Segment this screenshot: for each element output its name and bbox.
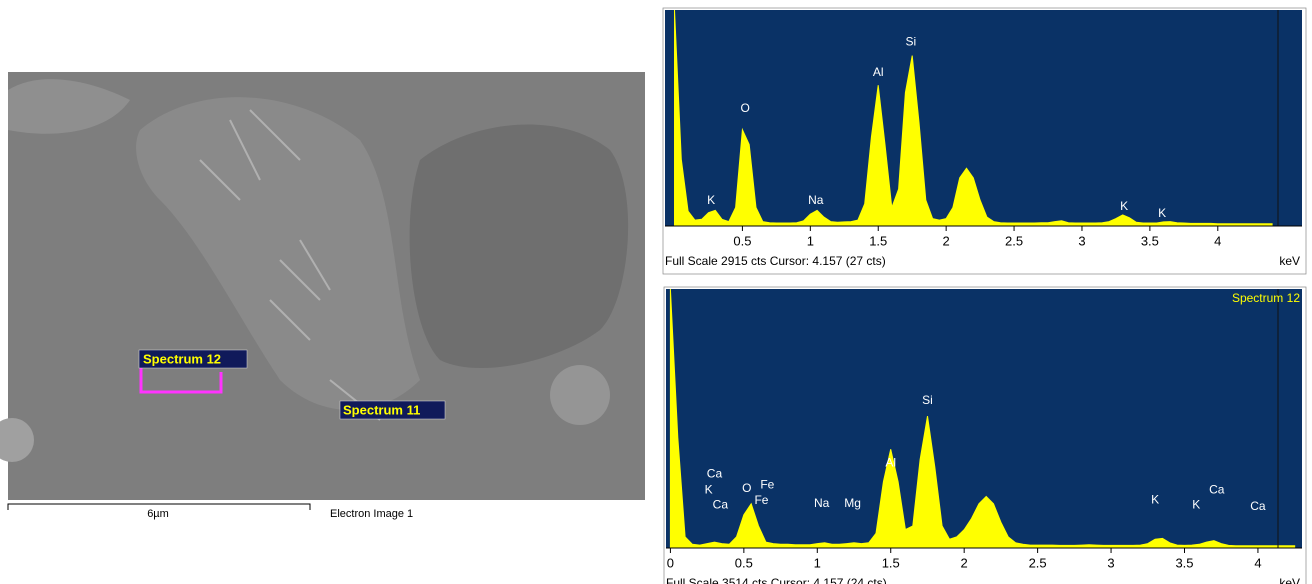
x-tick-label: 4 <box>1254 555 1261 570</box>
peak-label: Al <box>885 455 896 469</box>
peak-label: Al <box>873 65 884 79</box>
x-tick-label: 1.5 <box>869 233 887 248</box>
spectrum-label: Spectrum 11 <box>343 402 420 417</box>
peak-label: K <box>1192 497 1200 511</box>
sem-particle <box>550 365 610 425</box>
footer-text: Full Scale 2915 cts Cursor: 4.157 (27 ct… <box>665 254 886 268</box>
x-tick-label: 2 <box>961 555 968 570</box>
x-tick-label: 1 <box>807 233 814 248</box>
scale-label: 6µm <box>147 508 169 520</box>
x-tick-label: 2.5 <box>1005 233 1023 248</box>
x-tick-label: 3 <box>1078 233 1085 248</box>
peak-label: O <box>742 481 751 495</box>
x-tick-label: 2 <box>943 233 950 248</box>
x-tick-label: 2.5 <box>1029 555 1047 570</box>
peak-label: Ca <box>1209 483 1225 497</box>
peak-label: Si <box>922 393 933 407</box>
spectrum-title: Spectrum 12 <box>1232 291 1300 305</box>
peak-label: K <box>1120 199 1128 213</box>
peak-label: K <box>1151 492 1159 506</box>
peak-label: K <box>707 193 715 207</box>
peak-label: Si <box>905 34 916 48</box>
x-tick-label: 0.5 <box>733 233 751 248</box>
spectrum-label: Spectrum 12 <box>143 351 221 366</box>
footer-text: Full Scale 3514 cts Cursor: 4.157 (24 ct… <box>666 576 887 584</box>
x-tick-label: 1.5 <box>882 555 900 570</box>
image-caption: Electron Image 1 <box>330 508 413 520</box>
peak-label: Ca <box>713 497 729 511</box>
figure: Spectrum 12 Spectrum 11 6µm Electron Ima… <box>0 0 1312 584</box>
peak-label: Fe <box>754 493 768 507</box>
peak-label: K <box>705 483 713 497</box>
plot-background <box>665 10 1302 226</box>
peak-label: Fe <box>760 478 774 492</box>
spectrum-chart: 0.5 1 1.5 2 2.5 3 3.5 4 K O Na Al Si K K Full Scale 291… <box>663 8 1306 274</box>
x-tick-label: 1 <box>814 555 821 570</box>
peak-label: Na <box>808 193 824 207</box>
peak-label: Na <box>814 496 830 510</box>
x-tick-label: 3.5 <box>1175 555 1193 570</box>
peak-label: Ca <box>1250 499 1266 513</box>
electron-image: Spectrum 12 Spectrum 11 6µm Electron Ima… <box>0 72 645 520</box>
x-tick-label: 0 <box>667 555 674 570</box>
x-axis-label: keV <box>1279 254 1300 268</box>
x-tick-label: 3 <box>1107 555 1114 570</box>
sem-region <box>410 125 629 369</box>
peak-label: Ca <box>707 466 723 480</box>
peak-label: Mg <box>844 496 861 510</box>
x-axis-label: keV <box>1279 576 1300 584</box>
peak-label: K <box>1158 206 1166 220</box>
peak-label: O <box>740 101 749 115</box>
x-tick-label: 3.5 <box>1141 233 1159 248</box>
x-tick-label: 4 <box>1214 233 1221 248</box>
x-tick-label: 0.5 <box>735 555 753 570</box>
